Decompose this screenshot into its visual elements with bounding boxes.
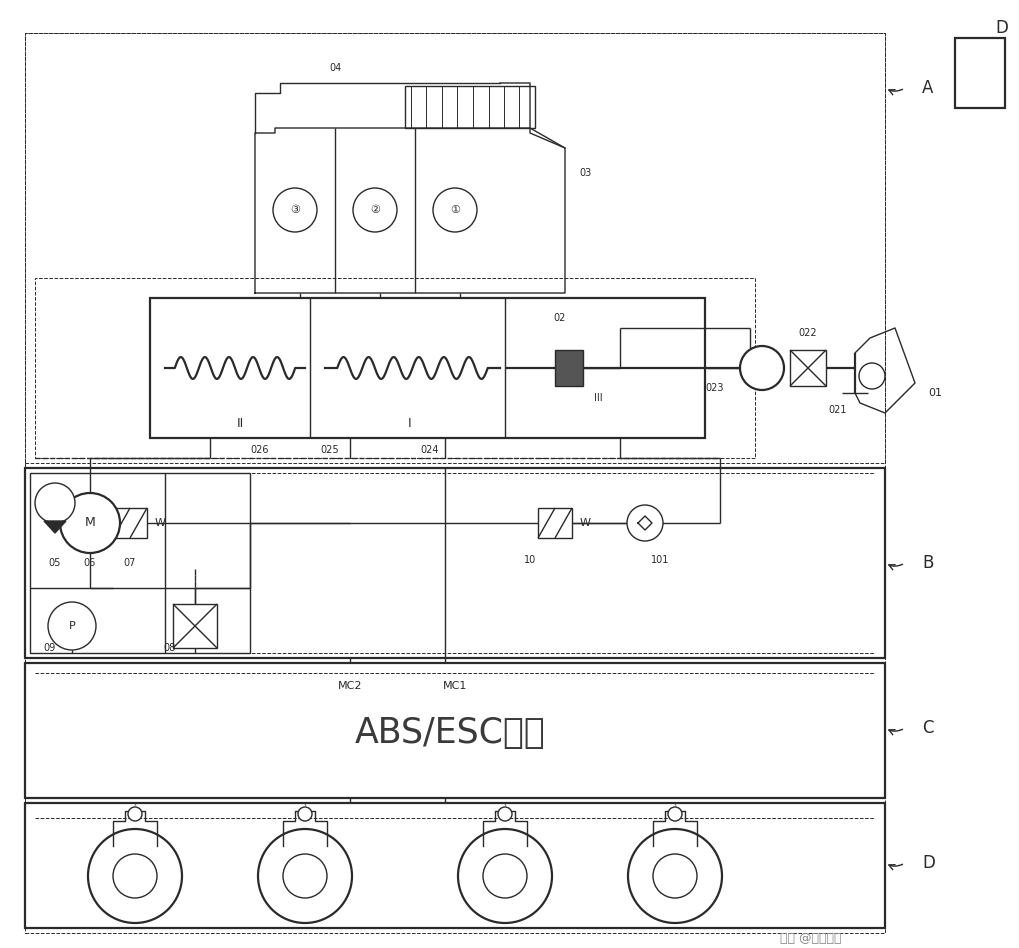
Text: 026: 026	[251, 445, 269, 455]
Text: 10: 10	[524, 555, 536, 565]
Text: A: A	[921, 79, 932, 97]
Text: 024: 024	[421, 445, 439, 455]
Bar	[25, 33, 884, 463]
Circle shape	[458, 829, 551, 923]
Bar	[25, 663, 884, 798]
Circle shape	[433, 188, 477, 232]
Bar	[25, 803, 884, 928]
Circle shape	[627, 505, 662, 541]
Bar	[30, 473, 250, 653]
Text: M: M	[85, 517, 96, 530]
Circle shape	[353, 188, 396, 232]
Circle shape	[667, 807, 682, 821]
Circle shape	[60, 493, 120, 553]
Text: ②: ②	[370, 205, 380, 215]
Bar	[954, 38, 1004, 108]
Bar	[25, 468, 884, 658]
Circle shape	[858, 363, 884, 389]
Bar	[173, 604, 217, 648]
Text: 023: 023	[705, 383, 723, 393]
Circle shape	[273, 188, 317, 232]
Text: 022: 022	[798, 328, 816, 338]
Text: MC1: MC1	[442, 681, 467, 691]
Bar	[113, 508, 147, 538]
Bar	[35, 278, 754, 458]
Text: 头条 @赖工在线: 头条 @赖工在线	[780, 932, 841, 944]
Text: ③: ③	[289, 205, 300, 215]
Text: C: C	[921, 719, 932, 737]
Text: D: D	[994, 19, 1007, 37]
Text: ABS/ESC单元: ABS/ESC单元	[355, 716, 545, 750]
Text: 08: 08	[164, 643, 176, 653]
Circle shape	[113, 854, 157, 898]
Text: 07: 07	[123, 558, 137, 568]
Text: MC2: MC2	[337, 681, 362, 691]
Text: W: W	[579, 518, 590, 528]
Circle shape	[628, 829, 721, 923]
Circle shape	[282, 854, 327, 898]
Circle shape	[35, 483, 75, 523]
Circle shape	[739, 346, 784, 390]
Bar	[554, 350, 583, 386]
Bar	[790, 350, 825, 386]
Bar	[537, 508, 572, 538]
Text: 021: 021	[828, 405, 847, 415]
Circle shape	[298, 807, 312, 821]
Circle shape	[127, 807, 142, 821]
Text: 05: 05	[49, 558, 61, 568]
Circle shape	[483, 854, 527, 898]
Bar	[405, 86, 535, 128]
Text: 101: 101	[650, 555, 668, 565]
Text: B: B	[921, 554, 932, 572]
Circle shape	[48, 602, 96, 650]
Text: II: II	[236, 416, 244, 429]
Text: I: I	[408, 416, 412, 429]
Circle shape	[497, 807, 512, 821]
Bar	[150, 298, 704, 438]
Text: 04: 04	[328, 63, 340, 73]
Text: III: III	[593, 393, 602, 403]
Text: 01: 01	[927, 388, 942, 398]
Text: ①: ①	[449, 205, 460, 215]
Text: 02: 02	[553, 313, 566, 323]
Circle shape	[88, 829, 181, 923]
Text: 03: 03	[579, 168, 591, 178]
Circle shape	[258, 829, 352, 923]
Bar	[25, 33, 884, 933]
Text: 06: 06	[84, 558, 96, 568]
Circle shape	[652, 854, 696, 898]
Text: W: W	[154, 518, 165, 528]
Text: D: D	[921, 854, 934, 872]
Text: 09: 09	[44, 643, 56, 653]
Text: 025: 025	[320, 445, 339, 455]
Text: P: P	[68, 621, 75, 631]
Polygon shape	[44, 521, 66, 533]
